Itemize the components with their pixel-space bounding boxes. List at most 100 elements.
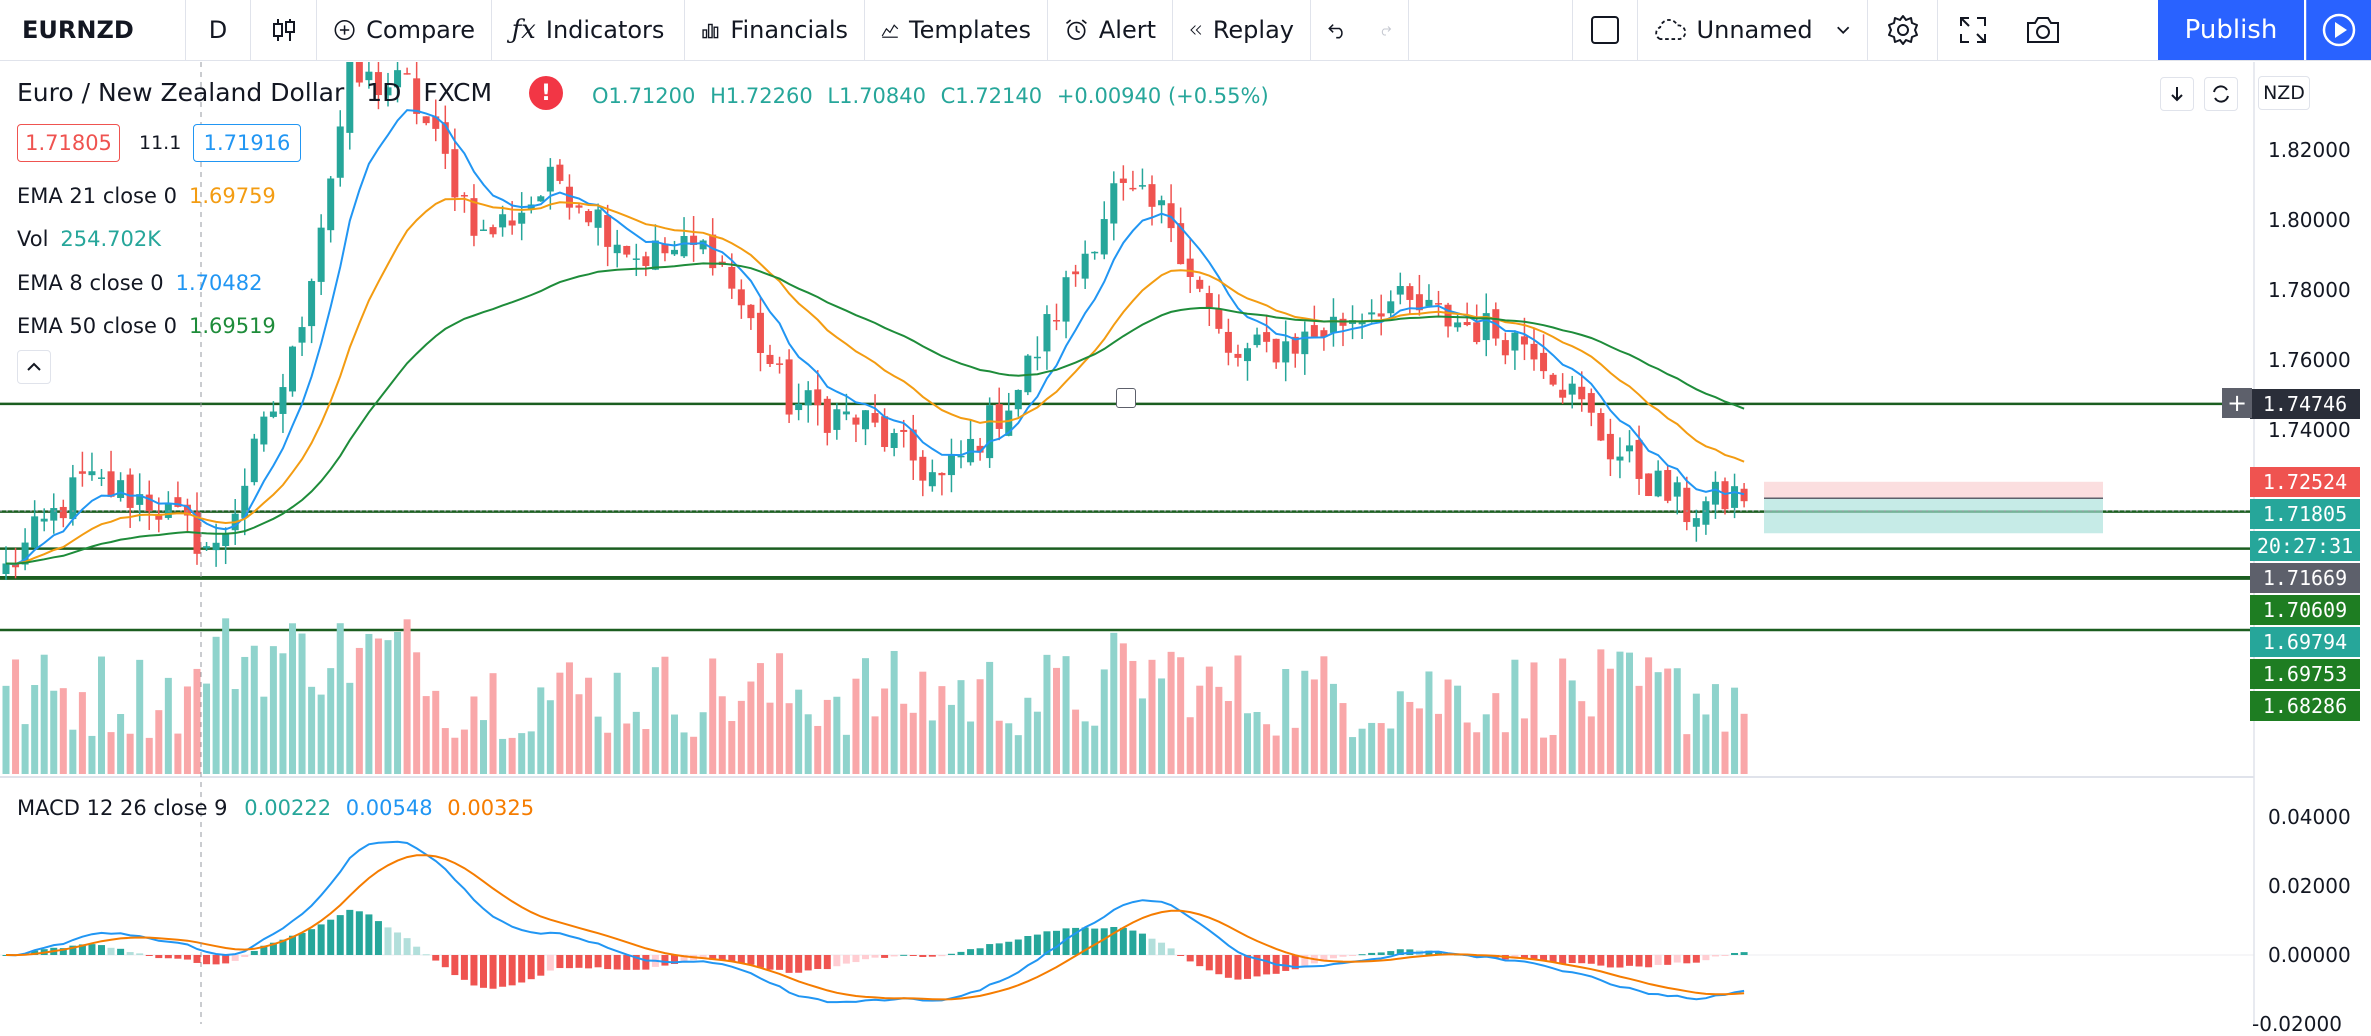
candle-body — [871, 413, 879, 423]
macd-histogram-bar — [250, 950, 258, 955]
volume-bar — [546, 700, 554, 774]
change-value: +0.00940 (+0.55%) — [1056, 84, 1269, 108]
undo-button[interactable] — [1311, 0, 1363, 60]
volume-bar — [1043, 654, 1051, 774]
take-profit-zone — [1764, 498, 2103, 534]
volume-bar — [317, 694, 325, 774]
settings-button[interactable] — [1868, 0, 1938, 60]
scroll-down-button[interactable] — [2160, 77, 2194, 111]
redo-button[interactable] — [1363, 0, 1409, 60]
volume-bar — [1597, 649, 1605, 774]
candle-body — [1158, 200, 1166, 206]
warning-icon[interactable]: ! — [529, 76, 563, 110]
snapshot-button[interactable] — [2008, 0, 2078, 60]
financials-button[interactable]: Financials — [685, 0, 865, 60]
volume-bar — [298, 633, 306, 774]
macd-histogram-bar — [1033, 934, 1041, 955]
macd-histogram-bar — [1253, 955, 1261, 977]
volume-bar — [31, 685, 39, 774]
volume-bar — [1578, 701, 1586, 774]
indicator-ema50[interactable]: EMA 50 close 0 1.69519 — [17, 314, 276, 338]
macd-histogram-bar — [709, 955, 717, 960]
macd-histogram-bar — [422, 954, 430, 956]
volume-bar — [842, 734, 850, 774]
currency-button[interactable]: NZD — [2258, 76, 2310, 110]
sell-button[interactable]: 1.71805 — [17, 124, 120, 162]
symbol-search[interactable]: EURNZD — [0, 0, 186, 60]
layout-name-button[interactable]: Unnamed — [1638, 0, 1868, 60]
volume-bar — [117, 714, 125, 774]
volume-bar — [346, 682, 354, 774]
volume-bar — [575, 694, 583, 774]
macd-legend[interactable]: MACD 12 26 close 9 0.00222 0.00548 0.003… — [17, 796, 534, 820]
volume-bar — [1473, 732, 1481, 774]
volume-bar — [1444, 679, 1452, 774]
reset-scale-button[interactable] — [2204, 77, 2238, 111]
macd-histogram-bar — [1177, 955, 1185, 956]
collapse-legend-button[interactable] — [17, 350, 51, 384]
macd-histogram-bar — [231, 955, 239, 961]
volume-bar — [1167, 651, 1175, 774]
candle-body — [174, 497, 182, 507]
trading-panel-button[interactable] — [2306, 0, 2371, 60]
candle-body — [766, 354, 774, 365]
candle-body — [518, 212, 526, 224]
volume-bar — [1091, 725, 1099, 774]
candle-body — [1377, 313, 1385, 317]
macd-histogram-bar — [1568, 955, 1576, 964]
volume-bar — [957, 680, 965, 774]
volume-bar — [967, 721, 975, 774]
candle-body — [1473, 322, 1481, 343]
templates-button[interactable]: Templates — [865, 0, 1048, 60]
volume-bar — [1454, 685, 1462, 774]
candle-body — [699, 240, 707, 250]
volume-value: 254.702K — [60, 227, 162, 251]
macd-histogram-bar — [604, 955, 612, 970]
line-handle-icon[interactable] — [1116, 388, 1136, 408]
fullscreen-button[interactable] — [1938, 0, 2008, 60]
publish-button[interactable]: Publish — [2158, 0, 2304, 60]
candle-body — [785, 359, 793, 415]
compare-button[interactable]: Compare — [317, 0, 492, 60]
chart-canvas[interactable] — [0, 62, 2371, 1024]
volume-bar — [1626, 652, 1633, 774]
interval-label: D — [208, 16, 228, 44]
price-tick: 1.82000 — [2268, 138, 2351, 162]
volume-bar — [1205, 666, 1213, 774]
macd-histogram-bar — [1196, 955, 1204, 967]
indicator-ema21[interactable]: EMA 21 close 0 1.69759 — [17, 184, 276, 208]
volume-bar — [1692, 693, 1700, 774]
financials-label: Financials — [730, 16, 848, 44]
candle-body — [1731, 486, 1739, 508]
short-position-tool[interactable] — [1764, 481, 2103, 534]
select-layout-button[interactable] — [1572, 0, 1638, 60]
replay-button[interactable]: Replay — [1173, 0, 1311, 60]
candle-body — [1444, 304, 1452, 327]
volume-bar — [508, 737, 516, 774]
macd-histogram-bar — [145, 955, 153, 956]
volume-bar — [852, 678, 860, 774]
stop-loss-zone — [1764, 481, 2103, 499]
volume-bar — [1272, 735, 1280, 774]
macd-histogram-bar — [1138, 933, 1146, 955]
macd-histogram-bar — [78, 944, 86, 955]
indicator-volume[interactable]: Vol 254.702K — [17, 227, 161, 251]
volume-bar — [1415, 708, 1423, 774]
fx-icon: ƒx — [511, 15, 536, 45]
volume-bar — [451, 737, 459, 774]
indicators-button[interactable]: ƒx Indicators — [492, 0, 685, 60]
buy-button[interactable]: 1.71916 — [193, 124, 301, 162]
volume-bar — [480, 720, 487, 774]
candle-body — [1387, 301, 1395, 314]
indicator-ema8[interactable]: EMA 8 close 0 1.70482 — [17, 271, 262, 295]
chart-style-button[interactable] — [251, 0, 317, 60]
volume-bar — [756, 663, 764, 774]
macd-histogram-bar — [1702, 955, 1710, 961]
candle-body — [1301, 331, 1309, 355]
volume-bar — [1425, 671, 1433, 774]
alert-button[interactable]: Alert — [1048, 0, 1173, 60]
interval-button[interactable]: D — [186, 0, 251, 60]
add-order-icon[interactable]: + — [2222, 388, 2252, 418]
candle-body — [842, 411, 850, 415]
volume-bar — [661, 656, 669, 774]
